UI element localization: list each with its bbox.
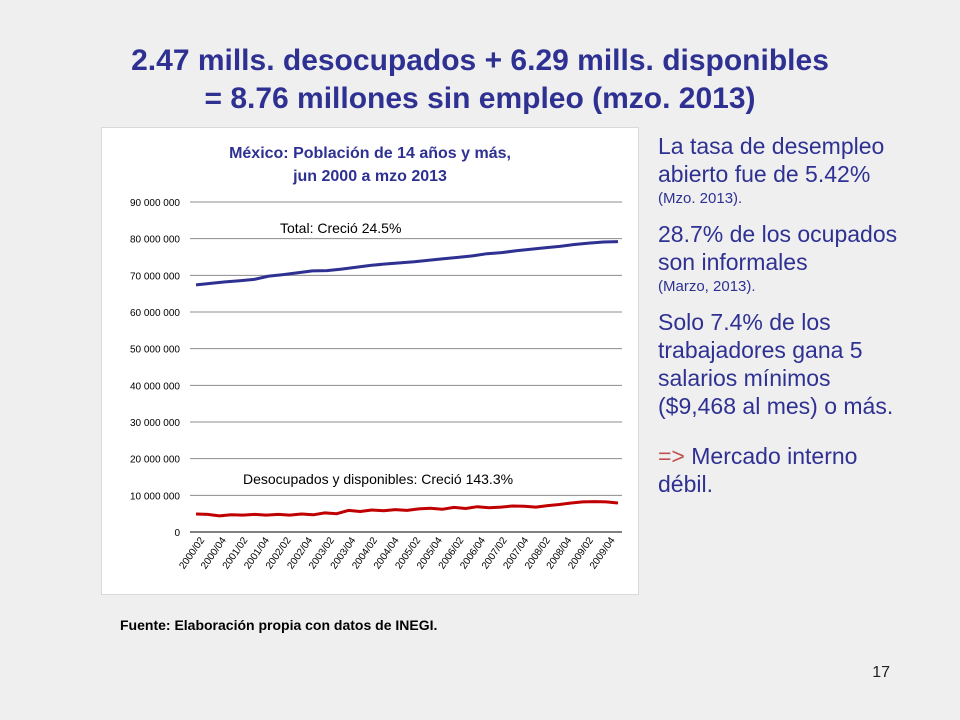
total-population-line — [195, 240, 619, 287]
y-tick-label: 0 — [174, 528, 180, 539]
minimum-wage-text: Solo 7.4% de los trabajadores gana 5 sal… — [658, 309, 894, 419]
chart-title-line-2: jun 2000 a mzo 2013 — [292, 168, 447, 185]
minimum-wage-note: Solo 7.4% de los trabajadores gana 5 sal… — [658, 308, 898, 420]
slide-title: 2.47 mills. desocupados + 6.29 mills. di… — [0, 42, 960, 118]
total-growth-annotation: Total: Creció 24.5% — [280, 220, 401, 236]
unemployment-rate-text: La tasa de desempleo abierto fue de 5.42… — [658, 133, 885, 187]
line-chart: México: Población de 14 años y más, jun … — [130, 145, 622, 571]
slide-title-line-2: = 8.76 millones sin empleo (mzo. 2013) — [204, 82, 756, 115]
y-tick-label: 20 000 000 — [130, 455, 180, 466]
informal-workers-date: (Marzo, 2013). — [658, 278, 756, 295]
y-tick-label: 30 000 000 — [130, 418, 180, 429]
unemployment-rate-note: La tasa de desempleo abierto fue de 5.42… — [658, 132, 898, 210]
page-number: 17 — [872, 664, 890, 681]
informal-workers-note: 28.7% de los ocupados son informales (Ma… — [658, 220, 898, 298]
unemployed-available-line — [195, 500, 619, 518]
source-note: Fuente: Elaboración propia con datos de … — [120, 617, 438, 633]
y-tick-label: 50 000 000 — [130, 345, 180, 356]
y-tick-label: 60 000 000 — [130, 308, 180, 319]
unemployed-growth-annotation: Desocupados y disponibles: Creció 143.3% — [243, 471, 513, 487]
y-tick-label: 90 000 000 — [130, 198, 180, 209]
y-tick-label: 40 000 000 — [130, 381, 180, 392]
chart-panel: México: Población de 14 años y más, jun … — [101, 127, 639, 595]
y-tick-label: 70 000 000 — [130, 271, 180, 282]
unemployment-rate-date: (Mzo. 2013). — [658, 190, 743, 207]
informal-workers-text: 28.7% de los ocupados son informales — [658, 221, 898, 275]
chart-title-line-1: México: Población de 14 años y más, — [229, 145, 511, 162]
conclusion-text: Mercado interno débil. — [658, 443, 858, 497]
y-tick-label: 80 000 000 — [130, 235, 180, 246]
side-notes: La tasa de desempleo abierto fue de 5.42… — [658, 132, 898, 508]
slide-title-line-1: 2.47 mills. desocupados + 6.29 mills. di… — [131, 44, 829, 77]
conclusion-note: => Mercado interno débil. — [658, 442, 898, 498]
y-tick-label: 10 000 000 — [130, 491, 180, 502]
arrow-symbol: => — [658, 443, 685, 469]
